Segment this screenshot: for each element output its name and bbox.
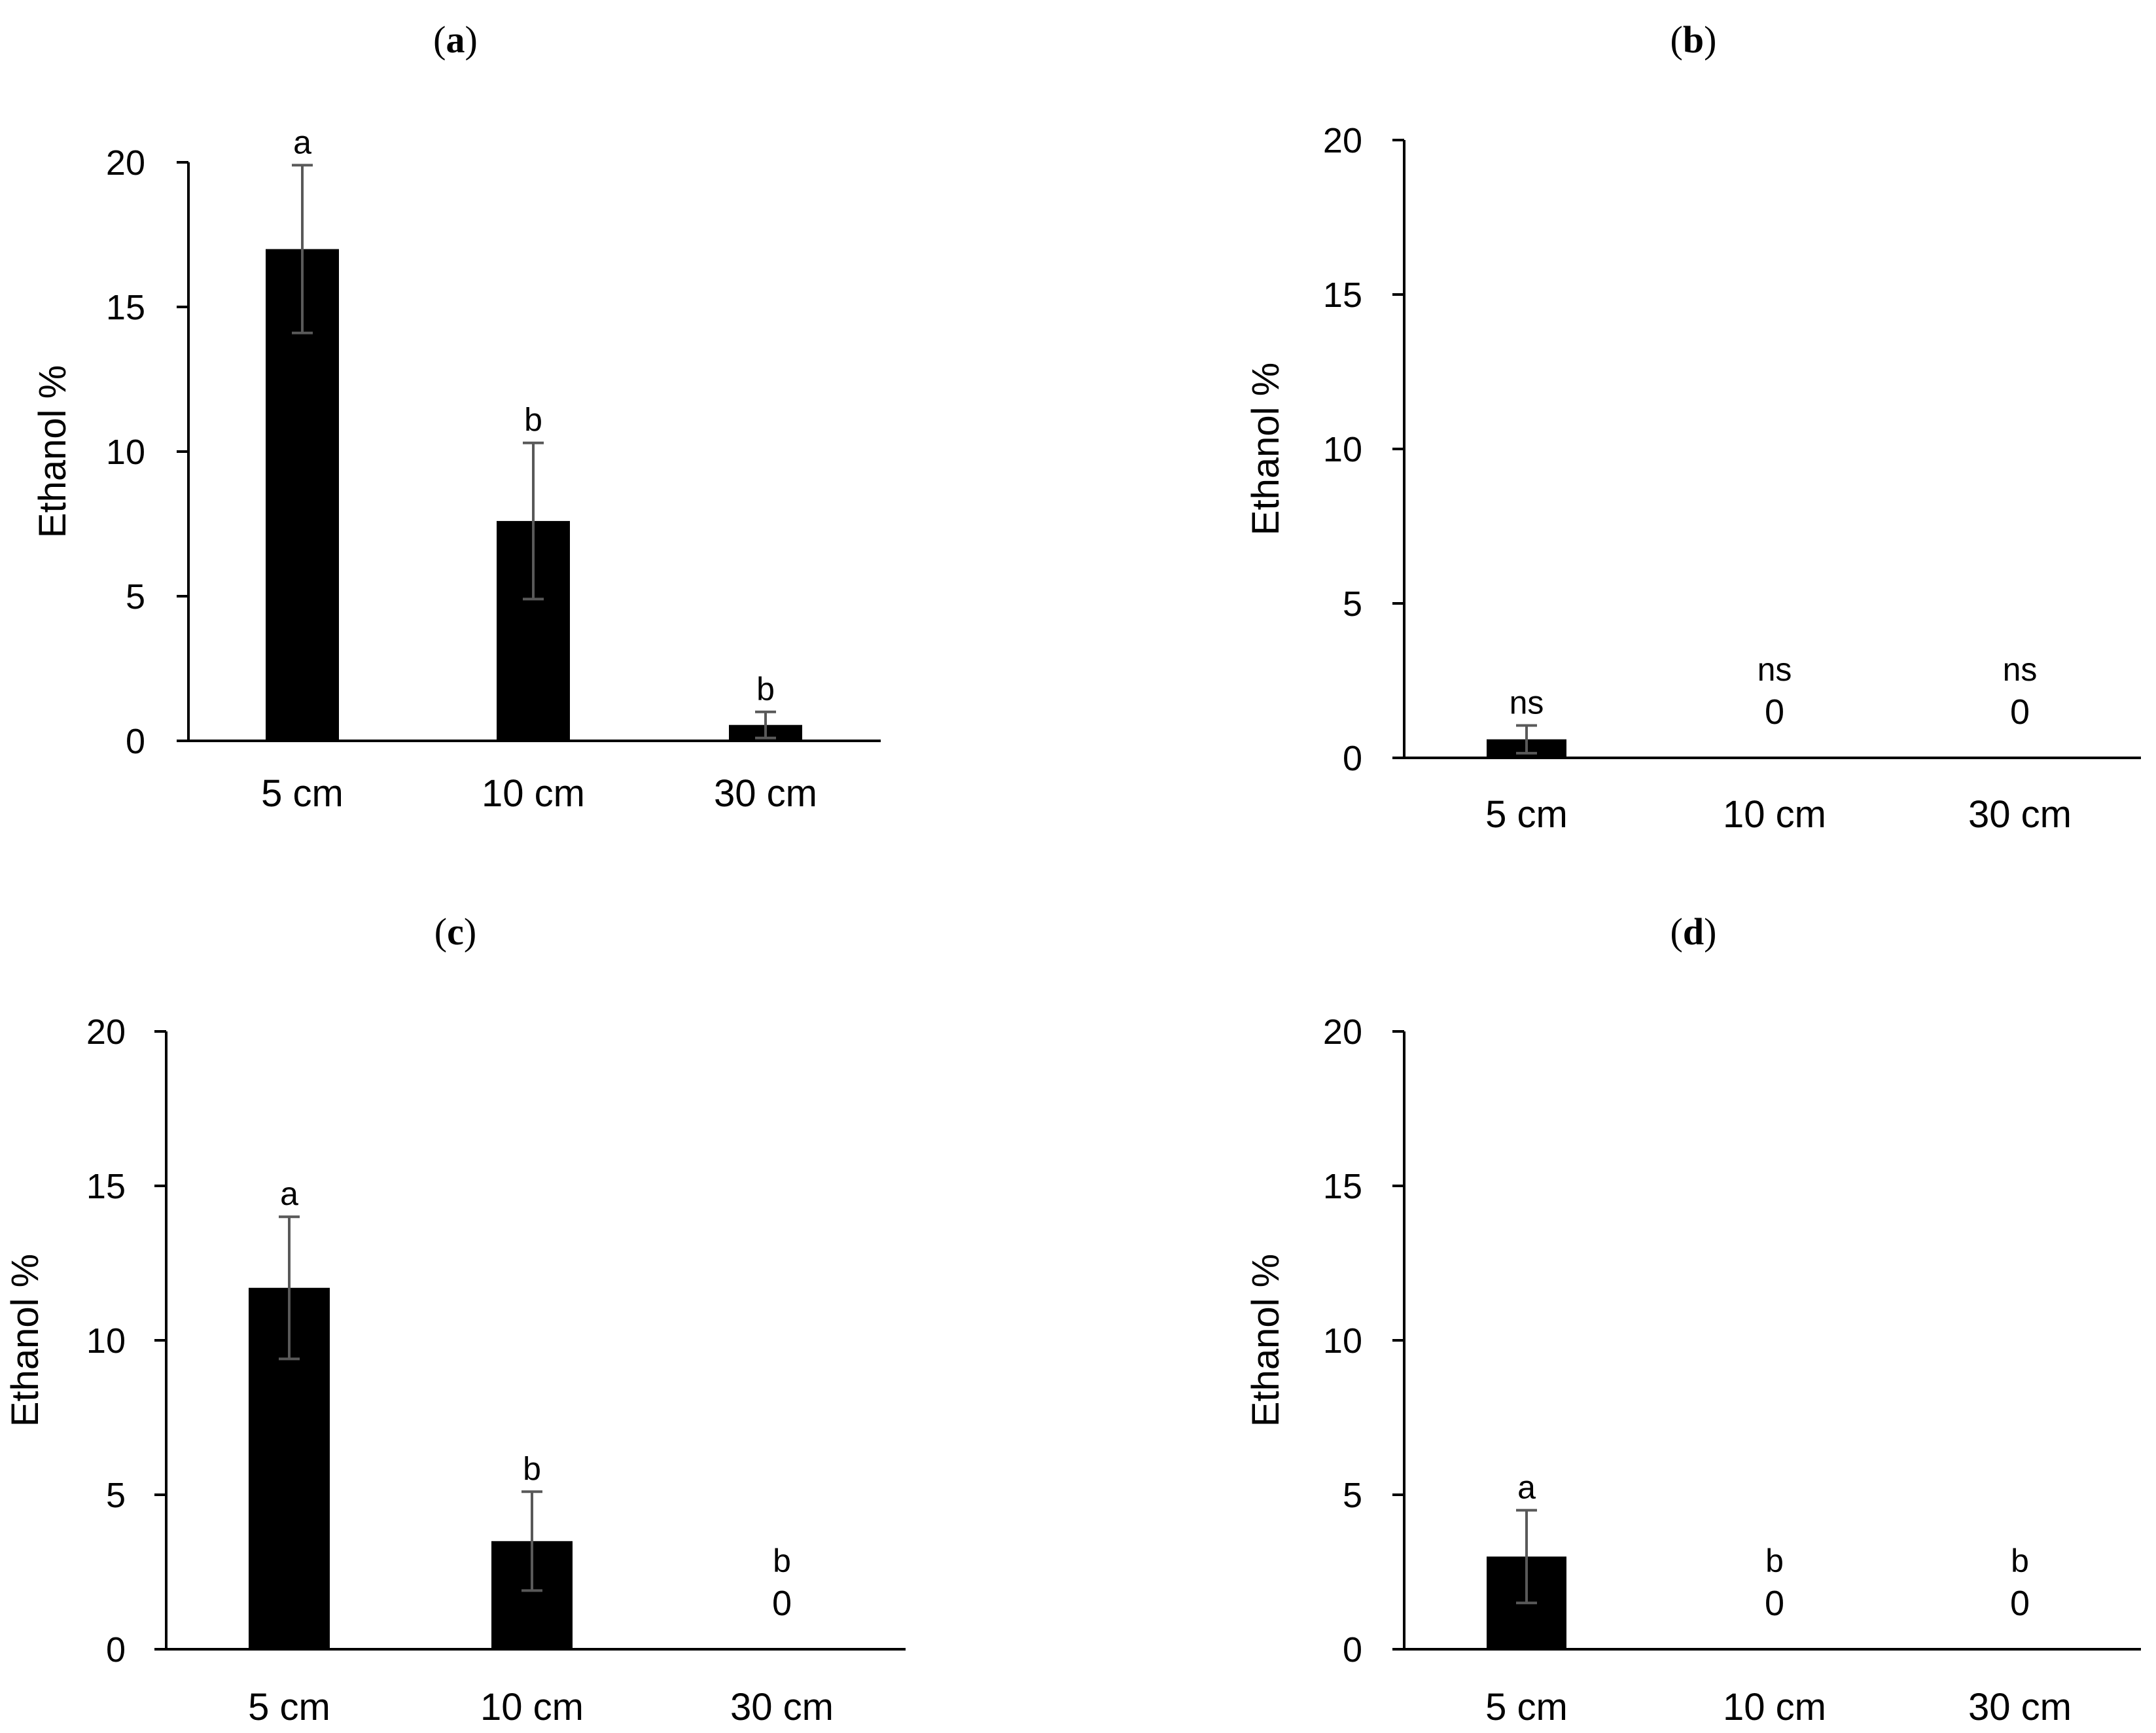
y-tick-label: 5 xyxy=(106,1476,126,1515)
x-category-label: 30 cm xyxy=(730,1686,834,1728)
significance-label: ns xyxy=(1510,684,1544,721)
value-label: 0 xyxy=(1765,1584,1784,1623)
y-tick-label: 15 xyxy=(86,1167,126,1206)
x-category-label: 30 cm xyxy=(714,772,817,815)
significance-label: b xyxy=(773,1543,791,1579)
y-tick-label: 15 xyxy=(1323,276,1362,315)
y-tick-label: 20 xyxy=(1323,121,1362,160)
significance-label: b xyxy=(523,1450,541,1487)
value-label: 0 xyxy=(2010,692,2030,732)
x-category-label: 10 cm xyxy=(1723,793,1826,836)
significance-label: ns xyxy=(2003,651,2038,688)
y-tick-label: 20 xyxy=(1323,1012,1362,1052)
y-tick-label: 0 xyxy=(1343,1630,1362,1670)
y-tick-label: 10 xyxy=(1323,430,1362,469)
value-label: 0 xyxy=(772,1584,792,1623)
x-category-label: 10 cm xyxy=(480,1686,584,1728)
x-category-label: 10 cm xyxy=(482,772,585,815)
y-tick-label: 20 xyxy=(106,143,145,183)
y-axis-title: Ethanol % xyxy=(1245,1254,1287,1427)
panel-label: (a) xyxy=(433,18,478,61)
y-tick-label: 15 xyxy=(106,288,145,327)
panel-label: (b) xyxy=(1670,18,1717,61)
x-category-label: 30 cm xyxy=(1968,793,2072,836)
significance-label: b xyxy=(2011,1543,2029,1579)
y-tick-label: 5 xyxy=(126,577,145,616)
y-tick-label: 0 xyxy=(106,1630,126,1670)
y-tick-label: 5 xyxy=(1343,584,1362,624)
significance-label: a xyxy=(293,124,311,160)
x-category-label: 30 cm xyxy=(1968,1686,2072,1728)
x-category-label: 10 cm xyxy=(1723,1686,1826,1728)
significance-label: b xyxy=(1765,1543,1784,1579)
significance-label: b xyxy=(524,402,542,438)
y-tick-label: 5 xyxy=(1343,1476,1362,1515)
panel-label: (d) xyxy=(1670,910,1717,953)
panel-label: (c) xyxy=(434,910,476,953)
y-axis-title: Ethanol % xyxy=(4,1254,46,1427)
value-label: 0 xyxy=(2010,1584,2030,1623)
x-category-label: 5 cm xyxy=(1485,793,1568,836)
chart-panel-c: (c) Ethanol % 0 5 10 15 20 a 5 cm b 10 cm 0 b 30 cm xyxy=(4,910,906,1728)
y-tick-label: 0 xyxy=(126,722,145,761)
significance-label: ns xyxy=(1758,651,1792,688)
y-tick-label: 10 xyxy=(106,433,145,472)
significance-label: a xyxy=(280,1175,298,1212)
y-tick-label: 20 xyxy=(86,1012,126,1052)
y-tick-label: 0 xyxy=(1343,739,1362,778)
y-tick-label: 10 xyxy=(86,1321,126,1361)
chart-panel-d: (d) Ethanol % 0 5 10 15 20 a 5 cm 0 b 10 cm 0 b 30 cm xyxy=(1245,910,2141,1728)
x-category-label: 5 cm xyxy=(248,1686,330,1728)
y-tick-label: 15 xyxy=(1323,1167,1362,1206)
x-category-label: 5 cm xyxy=(1485,1686,1568,1728)
value-label: 0 xyxy=(1765,692,1784,732)
chart-panel-b: (b) Ethanol % 0 5 10 15 20 ns 5 cm 0 ns 10 cm 0 ns 30 … xyxy=(1245,18,2141,836)
y-axis-title: Ethanol % xyxy=(31,365,74,538)
y-tick-label: 10 xyxy=(1323,1321,1362,1361)
significance-label: b xyxy=(756,671,775,707)
significance-label: a xyxy=(1517,1469,1536,1506)
x-category-label: 5 cm xyxy=(261,772,344,815)
y-axis-title: Ethanol % xyxy=(1245,363,1287,535)
chart-panel-a: (a) Ethanol % 0 5 10 15 20 a 5 cm b 10 cm b 30 cm xyxy=(31,18,881,815)
